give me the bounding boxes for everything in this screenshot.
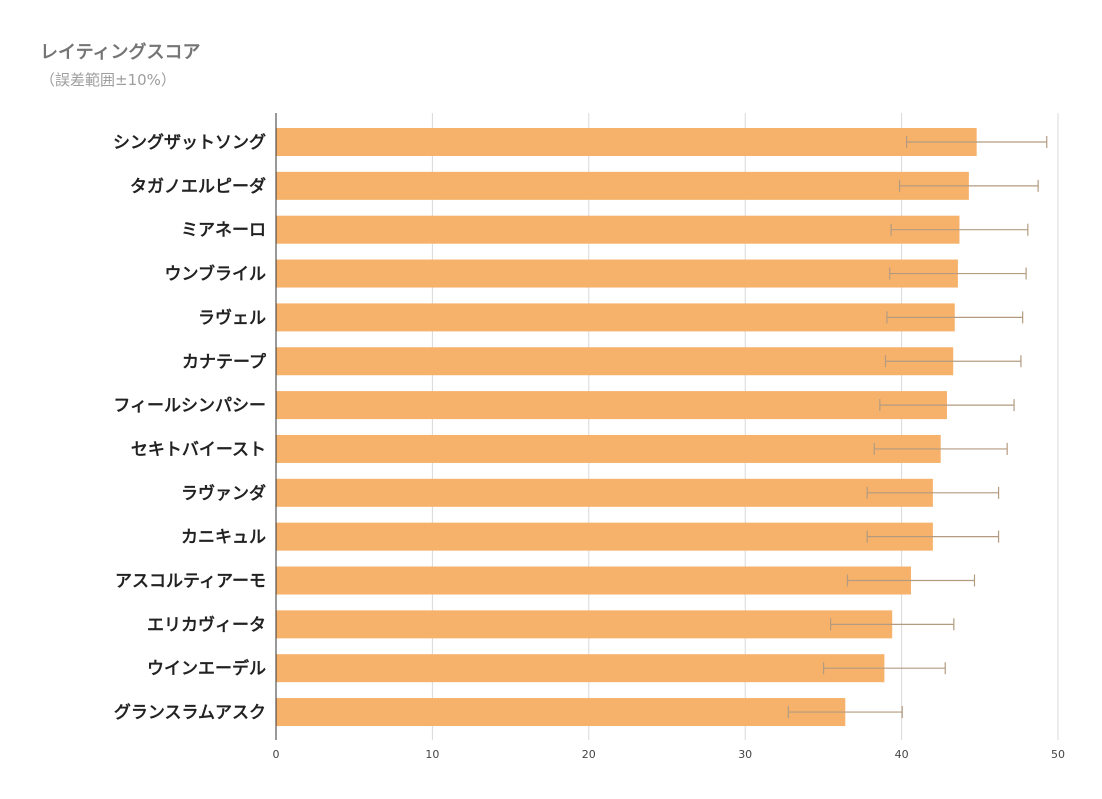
x-tick-label: 20 <box>582 748 596 761</box>
bar <box>276 215 960 244</box>
category-label: ウインエーデル <box>147 658 266 679</box>
bar <box>276 610 893 639</box>
x-tick-label: 50 <box>1051 748 1065 761</box>
category-label: セキトバイースト <box>131 440 266 460</box>
x-tick-label: 10 <box>425 748 439 761</box>
category-label: カナテープ <box>182 351 267 372</box>
chart-title: レイティングスコア <box>40 42 201 63</box>
category-label: シングザットソング <box>113 132 266 153</box>
bar <box>276 259 958 288</box>
x-tick-label: 30 <box>738 748 752 761</box>
bar <box>276 698 846 727</box>
category-label: フィールシンパシー <box>113 396 266 416</box>
bar <box>276 522 933 551</box>
category-label: ミアネーロ <box>181 221 266 241</box>
bar <box>276 391 947 420</box>
category-label: エリカヴィータ <box>147 614 266 635</box>
category-label: カニキュル <box>181 528 266 548</box>
x-tick-label: 40 <box>895 748 909 761</box>
bar <box>276 128 977 156</box>
bar <box>276 171 969 200</box>
category-label: ラヴァンダ <box>181 483 266 504</box>
bar <box>276 566 911 595</box>
category-label: グランスラムアスク <box>114 702 266 723</box>
category-label: ラヴェル <box>198 307 266 328</box>
category-label: アスコルティアーモ <box>115 572 266 592</box>
bar <box>276 347 954 376</box>
category-label: タガノエルピーダ <box>130 176 266 197</box>
bar <box>276 434 941 463</box>
category-label: ウンブライル <box>165 264 267 285</box>
bar <box>276 654 885 683</box>
chart-subtitle: （誤差範囲±10%） <box>40 71 176 89</box>
x-tick-label: 0 <box>273 748 280 761</box>
bar <box>276 303 955 332</box>
bar <box>276 478 933 507</box>
